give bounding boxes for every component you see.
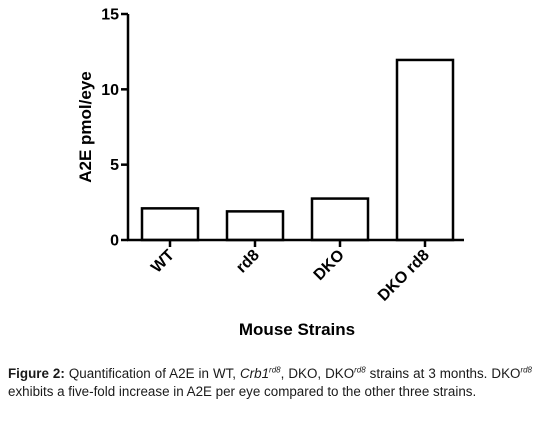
caption-label: Figure 2: bbox=[8, 366, 65, 381]
bar-dko bbox=[310, 197, 370, 242]
bar-dko-rd8 bbox=[395, 58, 455, 242]
figure-caption: Figure 2: Quantification of A2E in WT, C… bbox=[8, 365, 532, 400]
x-axis-label: Mouse Strains bbox=[239, 320, 355, 339]
y-tick-label: 5 bbox=[110, 157, 119, 174]
caption-gene: Crb1 bbox=[240, 366, 270, 381]
x-tick-label: DKO bbox=[311, 247, 348, 284]
bars-group bbox=[140, 58, 455, 242]
caption-sup-3: rd8 bbox=[520, 365, 532, 375]
caption-sup-1: rd8 bbox=[269, 365, 281, 375]
caption-sup-2: rd8 bbox=[354, 365, 366, 375]
y-axis-label: A2E pmol/eye bbox=[76, 71, 95, 183]
caption-text-1: Quantification of A2E in WT, bbox=[64, 366, 241, 381]
bar-rd8 bbox=[225, 210, 285, 242]
y-tick-label: 15 bbox=[101, 7, 119, 24]
x-tick-label: DKO rd8 bbox=[375, 247, 433, 305]
y-tick-label: 0 bbox=[110, 233, 119, 250]
caption-text-2: , DKO, DKO bbox=[280, 366, 355, 381]
caption-text-4: exhibits a five-fold increase in A2E per… bbox=[8, 383, 477, 399]
x-axis: WT rd8 DKO DKO rd8 bbox=[127, 238, 464, 305]
x-tick-label: rd8 bbox=[233, 247, 263, 277]
y-axis: 0 5 10 15 bbox=[101, 7, 130, 250]
x-tick-label: WT bbox=[148, 247, 178, 277]
caption-text-3: strains at 3 months. DKO bbox=[365, 366, 521, 381]
bar-chart: 0 5 10 15 WT rd8 DKO DKO rd8 A2E pmol/eye Mous… bbox=[76, 7, 464, 339]
y-tick-label: 10 bbox=[101, 82, 119, 99]
bar-wt bbox=[140, 207, 200, 242]
